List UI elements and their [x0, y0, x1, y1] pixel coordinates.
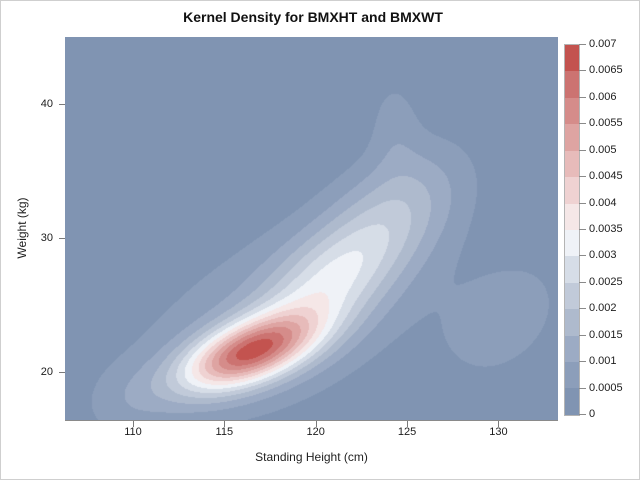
legend-tick-mark: [579, 70, 586, 72]
y-tick-label: 40: [40, 97, 53, 110]
legend-color-band: [565, 97, 579, 125]
legend-tick-mark: [579, 334, 586, 336]
x-tick-mark: [498, 421, 500, 427]
legend-tick-mark: [579, 123, 586, 125]
legend-tick-label: 0.0005: [589, 381, 623, 394]
x-tick-mark: [407, 421, 409, 427]
legend-tick-label: 0.007: [589, 38, 617, 50]
legend-tick-mark: [579, 202, 586, 204]
legend-tick-mark: [579, 387, 586, 389]
y-tick-mark: [59, 103, 65, 105]
legend-tick-mark: [579, 414, 586, 415]
legend-color-band: [565, 124, 579, 151]
legend-tick-label: 0.002: [589, 302, 617, 315]
legend-tick-mark: [579, 176, 586, 178]
x-tick-mark: [224, 421, 226, 427]
legend-tick-label: 0.0035: [589, 223, 623, 235]
x-axis-line: [65, 420, 558, 421]
legend-tick-label: 0.001: [589, 355, 617, 368]
x-tick-mark: [133, 421, 134, 427]
x-tick-label: 110: [124, 426, 142, 438]
legend-tick-mark: [579, 96, 586, 98]
legend-tick-label: 0: [589, 408, 596, 420]
legend-color-band: [565, 71, 579, 98]
legend-tick-label: 0.004: [589, 196, 617, 209]
legend-color-band: [565, 256, 579, 283]
y-tick-mark: [59, 237, 65, 239]
legend-tick-mark: [579, 361, 586, 363]
legend-tick-label: 0.0065: [589, 64, 623, 77]
y-tick-label: 30: [40, 231, 53, 244]
kde-contour-canvas: [65, 37, 558, 420]
legend-tick-label: 0.003: [589, 249, 617, 262]
legend-tick-mark: [579, 255, 586, 257]
legend-color-band: [565, 282, 579, 310]
legend-color-band: [565, 362, 579, 389]
legend-tick-mark: [579, 44, 586, 45]
legend-tick-mark: [579, 229, 586, 230]
x-tick-label: 125: [397, 426, 417, 438]
legend-color-band: [565, 335, 579, 363]
x-tick-label: 115: [215, 426, 234, 438]
legend-color-band: [565, 309, 579, 336]
legend-tick-label: 0.005: [589, 143, 617, 156]
legend-color-band: [565, 388, 579, 415]
x-axis-title: Standing Height (cm): [255, 450, 368, 464]
legend-color-band: [565, 45, 579, 72]
legend-color-band: [565, 177, 579, 204]
legend-tick-mark: [579, 308, 586, 310]
x-tick-label: 130: [489, 426, 508, 438]
y-axis-title: Weight (kg): [15, 197, 29, 259]
legend-tick-mark: [579, 281, 586, 283]
legend-tick-label: 0.0015: [589, 328, 623, 341]
y-tick-label: 20: [40, 365, 53, 378]
legend-tick-label: 0.006: [589, 90, 617, 103]
legend-tick-label: 0.0055: [589, 117, 623, 130]
x-tick-mark: [315, 421, 317, 427]
legend-tick-label: 0.0025: [589, 275, 623, 288]
legend-tick-label: 0.0045: [589, 170, 623, 183]
legend-color-band: [565, 203, 579, 230]
chart-title: Kernel Density for BMXHT and BMXWT: [183, 9, 443, 25]
legend-tick-mark: [579, 149, 586, 151]
y-tick-mark: [59, 371, 65, 373]
x-tick-label: 120: [306, 426, 325, 438]
legend-color-band: [565, 150, 579, 178]
legend-color-band: [565, 229, 579, 257]
legend-color-bar: [564, 44, 580, 416]
